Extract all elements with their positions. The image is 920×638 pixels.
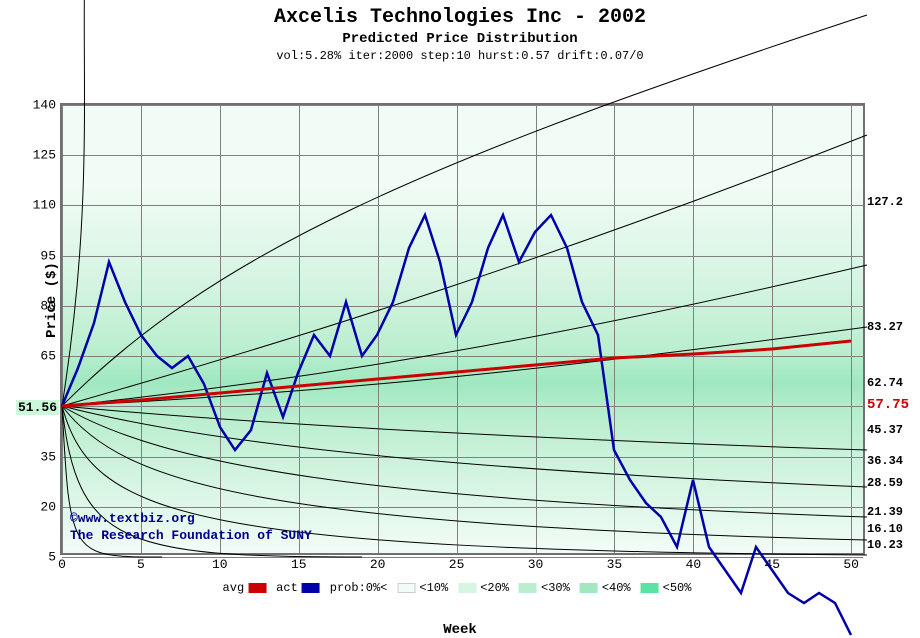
right-tick-6274: 62.74 (867, 376, 903, 390)
y-tick-35: 35 (40, 449, 56, 464)
average-price-line (62, 105, 863, 553)
x-tick-40: 40 (686, 557, 702, 572)
x-tick-30: 30 (528, 557, 544, 572)
legend-act: act (276, 581, 324, 595)
y-tick-110: 110 (33, 198, 56, 213)
plot-area: 51.56 140 125 110 95 80 65 35 20 5 127.2… (60, 103, 865, 555)
right-tick-final: 57.75 (867, 397, 909, 413)
y-tick-125: 125 (33, 148, 56, 163)
x-tick-20: 20 (370, 557, 386, 572)
legend-band-20: <20% (454, 581, 509, 595)
chart-params: vol:5.28% iter:2000 step:10 hurst:0.57 d… (0, 49, 920, 63)
x-axis-title: Week (443, 622, 477, 638)
legend-band30-swatch (519, 583, 537, 593)
legend-band-10: <10% (393, 581, 448, 595)
legend-band-50: <50% (637, 581, 692, 595)
right-tick-1610: 16.10 (867, 522, 903, 536)
legend-prob0: prob:0%< (330, 581, 388, 595)
x-tick-35: 35 (607, 557, 623, 572)
legend-band10-swatch (397, 583, 415, 593)
copyright-line2: The Research Foundation of SUNY (70, 528, 312, 545)
right-tick-8327: 83.27 (867, 320, 903, 334)
legend-band20-swatch (458, 583, 476, 593)
right-tick-2859: 28.59 (867, 476, 903, 490)
chart-subtitle: Predicted Price Distribution (0, 31, 920, 47)
chart-legend: avg act prob:0%< <10% <20% <30% <40% <5 (223, 581, 698, 595)
legend-band-40: <40% (576, 581, 631, 595)
legend-act-swatch (302, 583, 320, 593)
right-tick-1272: 127.2 (867, 195, 903, 209)
x-tick-10: 10 (212, 557, 228, 572)
legend-band-30: <30% (515, 581, 570, 595)
x-tick-45: 45 (764, 557, 780, 572)
chart-root: Axcelis Technologies Inc - 2002 Predicte… (0, 0, 920, 600)
y-tick-95: 95 (40, 248, 56, 263)
right-tick-2139: 21.39 (867, 505, 903, 519)
copyright-line1: ©www.textbiz.org (70, 511, 312, 528)
legend-band40-swatch (580, 583, 598, 593)
legend-band50-swatch (641, 583, 659, 593)
right-tick-4537: 45.37 (867, 423, 903, 437)
y-tick-5: 5 (48, 550, 56, 565)
y-axis-title: Price ($) (44, 262, 60, 338)
y-tick-140: 140 (33, 98, 56, 113)
chart-title: Axcelis Technologies Inc - 2002 (0, 0, 920, 29)
x-tick-15: 15 (291, 557, 307, 572)
legend-avg-swatch (248, 583, 266, 593)
y-tick-20: 20 (40, 499, 56, 514)
y-tick-65: 65 (40, 349, 56, 364)
right-tick-3634: 36.34 (867, 454, 903, 468)
legend-avg: avg (223, 581, 271, 595)
x-tick-50: 50 (843, 557, 859, 572)
copyright-watermark: ©www.textbiz.org The Research Foundation… (70, 511, 312, 545)
x-tick-0: 0 (58, 557, 66, 572)
x-tick-5: 5 (137, 557, 145, 572)
right-tick-1023: 10.23 (867, 538, 903, 552)
x-tick-25: 25 (449, 557, 465, 572)
start-price-label: 51.56 (16, 400, 59, 415)
